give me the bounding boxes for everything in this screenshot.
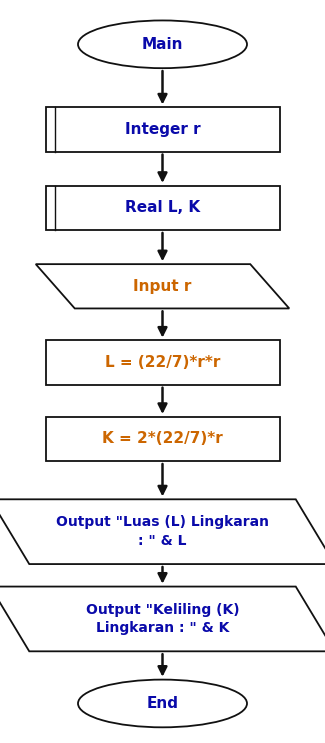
Text: L = (22/7)*r*r: L = (22/7)*r*r (105, 355, 220, 370)
Bar (46, 340, 280, 385)
Text: Output "Luas (L) Lingkaran
: " & L: Output "Luas (L) Lingkaran : " & L (56, 516, 269, 548)
Text: Main: Main (142, 37, 183, 52)
Text: K = 2*(22/7)*r: K = 2*(22/7)*r (102, 432, 223, 447)
Text: Real L, K: Real L, K (125, 201, 200, 215)
Bar (46, 107, 280, 152)
Bar (46, 417, 280, 461)
Text: End: End (147, 696, 178, 711)
Polygon shape (36, 265, 289, 308)
Ellipse shape (78, 680, 247, 727)
Text: Output "Keliling (K)
Lingkaran : " & K: Output "Keliling (K) Lingkaran : " & K (86, 603, 239, 635)
Text: Integer r: Integer r (125, 122, 200, 137)
Polygon shape (0, 499, 325, 564)
Ellipse shape (78, 21, 247, 68)
Text: Input r: Input r (133, 279, 192, 293)
Bar (46, 186, 280, 230)
Polygon shape (0, 586, 325, 652)
